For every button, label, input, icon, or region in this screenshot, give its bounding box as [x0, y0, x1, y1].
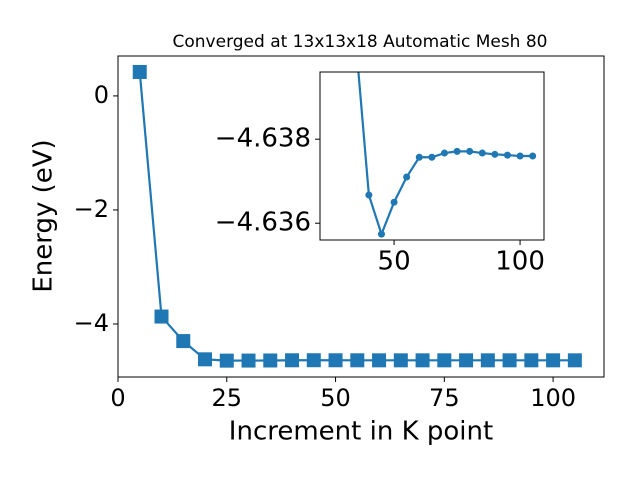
x-tick-label: 100 — [495, 247, 545, 277]
data-point — [546, 353, 561, 368]
axes-frame — [319, 71, 545, 241]
data-point — [372, 353, 387, 368]
data-point — [154, 309, 169, 324]
data-point — [459, 353, 474, 368]
data-point — [478, 149, 486, 157]
x-tick-label: 25 — [212, 384, 243, 412]
data-point — [176, 334, 191, 349]
data-point — [440, 149, 448, 157]
data-point — [241, 353, 256, 368]
data-point — [390, 198, 398, 206]
data-point — [219, 353, 234, 368]
data-point — [328, 353, 343, 368]
x-axis-label: Increment in K point — [229, 417, 493, 447]
data-point — [529, 152, 537, 160]
axes-frame — [117, 55, 605, 378]
y-tick-label: −4 — [74, 309, 109, 337]
data-point — [415, 153, 423, 161]
y-tick-label: −2 — [74, 195, 109, 223]
plot-area — [357, 72, 537, 238]
data-point — [263, 353, 278, 368]
data-point — [466, 147, 474, 155]
x-tick-label: 100 — [530, 384, 576, 412]
data-point — [306, 353, 321, 368]
data-point — [502, 353, 517, 368]
x-tick-label: 50 — [378, 247, 411, 277]
data-point — [453, 147, 461, 155]
y-tick-label: −4.638 — [215, 124, 311, 154]
y-tick-label: 0 — [94, 81, 109, 109]
data-point — [567, 353, 582, 368]
data-point — [285, 353, 300, 368]
x-tick-label: 50 — [320, 384, 351, 412]
data-point — [491, 150, 499, 158]
data-point — [198, 352, 213, 367]
data-point — [437, 353, 452, 368]
x-tick-label: 75 — [429, 384, 460, 412]
data-point — [524, 353, 539, 368]
y-axis-label: Energy (eV) — [29, 139, 59, 292]
x-tick-label: 0 — [110, 384, 125, 412]
data-point — [393, 353, 408, 368]
data-point — [516, 152, 524, 160]
data-point — [365, 191, 373, 199]
data-point — [480, 353, 495, 368]
data-point — [132, 64, 147, 79]
plot-area — [132, 64, 582, 368]
data-point — [350, 353, 365, 368]
data-point — [503, 151, 511, 159]
data-point — [403, 173, 411, 181]
data-point — [377, 230, 385, 238]
y-tick-label: −4.636 — [215, 208, 311, 238]
data-point — [415, 353, 430, 368]
data-point — [428, 153, 436, 161]
chart-title: Converged at 13x13x18 Automatic Mesh 80 — [173, 32, 548, 52]
